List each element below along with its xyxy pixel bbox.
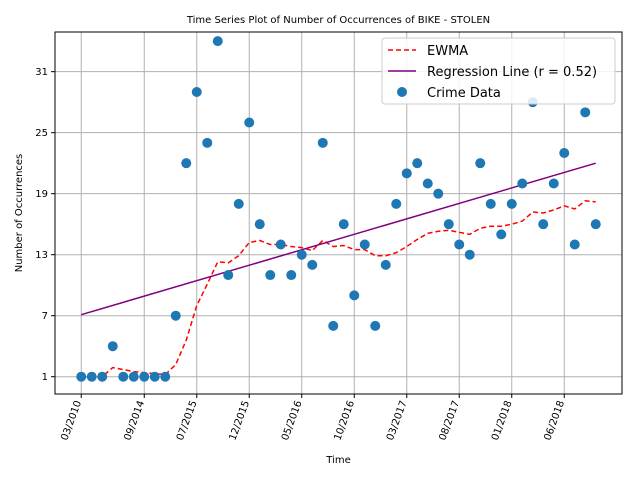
- plot-frame: [54, 31, 623, 395]
- data-point: [86, 371, 97, 382]
- data-point: [265, 270, 276, 281]
- data-point: [496, 229, 507, 240]
- y-tick-label: 13: [35, 250, 48, 261]
- legend-ewma-label: EWMA: [427, 44, 468, 59]
- y-axis-ticks: 1 7 13 19 25 31: [35, 67, 55, 383]
- data-point: [107, 341, 118, 352]
- data-point: [506, 198, 517, 209]
- data-point: [275, 239, 286, 250]
- data-point: [128, 371, 139, 382]
- data-point: [160, 371, 171, 382]
- data-point: [590, 219, 601, 230]
- data-point: [580, 107, 591, 118]
- data-point: [76, 371, 87, 382]
- data-point: [328, 320, 339, 331]
- regression-line: [81, 162, 596, 316]
- data-point: [139, 371, 150, 382]
- legend-regression-label: Regression Line (r = 0.52): [427, 65, 597, 80]
- data-point: [223, 270, 234, 281]
- legend: EWMA Regression Line (r = 0.52) Crime Da…: [381, 37, 616, 105]
- y-tick-label: 1: [42, 372, 48, 383]
- data-point: [454, 239, 465, 250]
- y-tick-label: 7: [42, 311, 48, 322]
- data-point: [548, 178, 559, 189]
- data-point: [118, 371, 129, 382]
- data-point: [464, 249, 475, 260]
- data-point: [286, 270, 297, 281]
- data-point: [181, 158, 192, 169]
- y-tick-label: 31: [35, 67, 48, 78]
- data-point: [317, 137, 328, 148]
- data-point: [538, 219, 549, 230]
- y-axis-label: Number of Occurrences: [14, 154, 25, 273]
- data-point: [191, 86, 202, 97]
- data-point: [517, 178, 528, 189]
- data-point: [443, 219, 454, 230]
- data-point: [349, 290, 360, 301]
- data-point: [254, 219, 265, 230]
- data-point: [97, 371, 108, 382]
- legend-box: [381, 37, 616, 105]
- data-point: [170, 310, 181, 321]
- data-point: [380, 259, 391, 270]
- data-point: [475, 158, 486, 169]
- data-point: [433, 188, 444, 199]
- x-axis-label: Time: [325, 455, 350, 466]
- legend-points-swatch: [397, 87, 407, 97]
- y-tick-label: 25: [35, 128, 48, 139]
- data-point: [296, 249, 307, 260]
- data-point: [212, 36, 223, 47]
- data-point: [202, 137, 213, 148]
- data-point: [338, 219, 349, 230]
- chart-title: Time Series Plot of Number of Occurrence…: [186, 15, 490, 26]
- data-point: [485, 198, 496, 209]
- data-point: [412, 158, 423, 169]
- data-point: [244, 117, 255, 128]
- data-point: [149, 371, 160, 382]
- data-point: [307, 259, 318, 270]
- data-point: [422, 178, 433, 189]
- data-point: [370, 320, 381, 331]
- data-point: [559, 148, 570, 159]
- legend-points-label: Crime Data: [427, 86, 501, 101]
- data-point: [401, 168, 412, 179]
- data-point: [391, 198, 402, 209]
- y-tick-label: 19: [35, 189, 48, 200]
- data-point: [569, 239, 580, 250]
- data-point: [359, 239, 370, 250]
- data-point: [233, 198, 244, 209]
